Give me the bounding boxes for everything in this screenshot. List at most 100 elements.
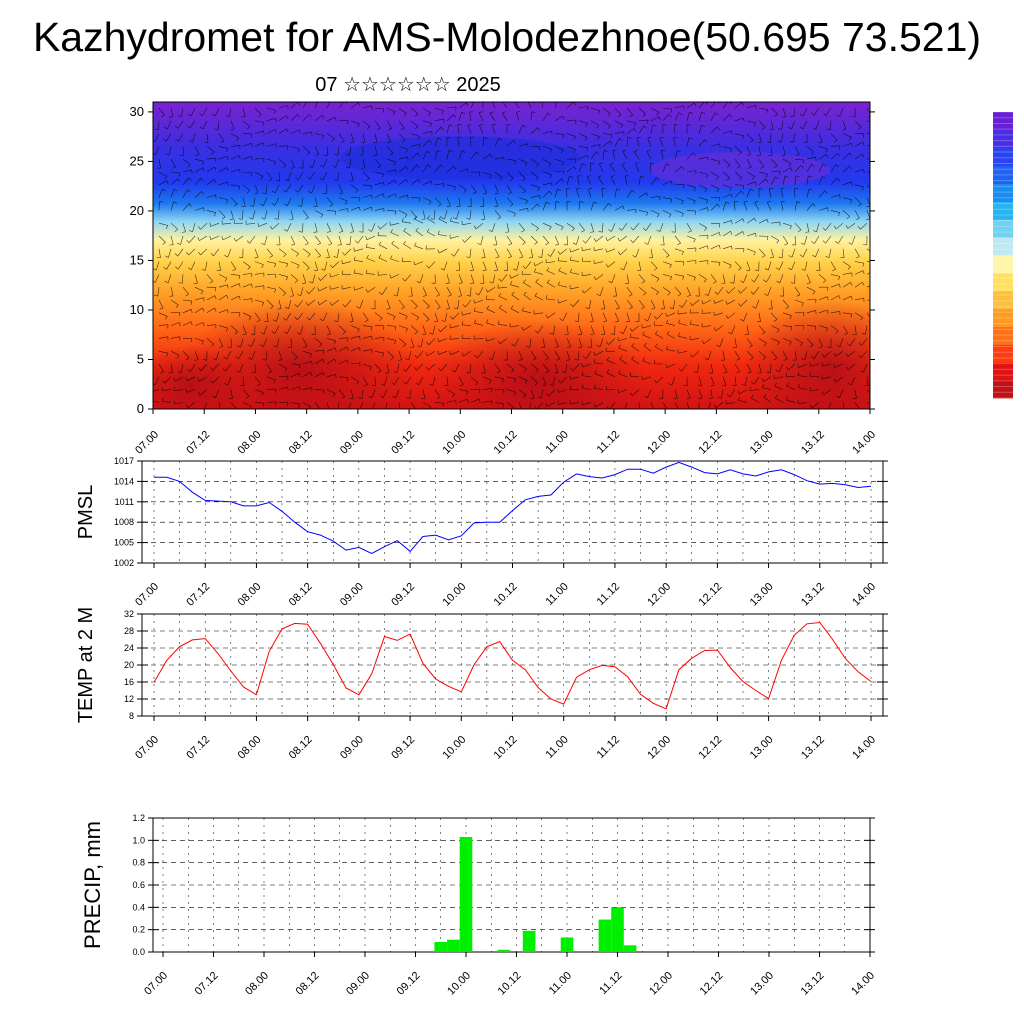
wind-barb-flag <box>534 382 538 386</box>
wind-barb <box>518 158 528 164</box>
wind-barb-flag <box>618 227 622 231</box>
wind-barb-flag <box>417 345 421 348</box>
wind-barb-flag <box>378 241 382 245</box>
wind-barb-flag <box>249 205 254 207</box>
wind-barb-flag <box>789 141 794 143</box>
wind-barb-flag <box>788 267 792 271</box>
x-tick-label: 07.00 <box>133 734 161 762</box>
wind-barb <box>798 375 808 378</box>
wind-barb <box>396 287 400 297</box>
wind-barb-flag <box>226 167 229 172</box>
wind-barb-flag <box>371 206 373 211</box>
wind-barb <box>398 146 408 150</box>
wind-barb <box>230 168 240 173</box>
wind-barb <box>218 274 228 279</box>
wind-barb-flag <box>391 240 395 244</box>
wind-barb-flag <box>450 316 453 320</box>
wind-barb-flag <box>214 295 217 300</box>
wind-barb-flag <box>365 243 368 248</box>
wind-barb-flag <box>863 244 867 246</box>
wind-barb <box>548 389 556 397</box>
wind-barb <box>188 235 196 243</box>
wind-barb-flag <box>178 172 181 177</box>
wind-barb <box>362 159 366 169</box>
wind-barb-flag <box>332 165 336 168</box>
wind-barb <box>494 210 501 218</box>
wind-barb <box>570 259 580 262</box>
wind-barb <box>181 107 184 117</box>
y-tick-label: 25 <box>130 153 144 168</box>
wind-barb <box>374 208 384 211</box>
wind-barb-flag <box>463 189 467 193</box>
wind-barb <box>240 338 244 348</box>
wind-barb <box>626 209 636 211</box>
wind-barb-flag <box>522 125 526 128</box>
colorbar-swatch <box>993 362 1013 381</box>
wind-barb <box>322 312 328 322</box>
wind-barb <box>635 163 640 173</box>
wind-barb <box>416 363 424 371</box>
wind-barb <box>486 308 496 314</box>
wind-barb <box>422 107 431 114</box>
wind-barb <box>492 102 496 109</box>
wind-barb <box>722 351 725 361</box>
wind-barb <box>542 235 549 244</box>
wind-barb-flag <box>562 134 565 139</box>
wind-barb <box>758 350 766 358</box>
wind-barb <box>710 244 720 250</box>
wind-barb-flag <box>447 294 452 297</box>
wind-barb-flag <box>425 352 428 356</box>
wind-barb <box>602 140 611 147</box>
wind-barb <box>813 351 820 359</box>
wind-barb-flag <box>392 316 396 320</box>
wind-barb-flag <box>801 358 806 361</box>
colorbar-swatch <box>993 380 1013 399</box>
wind-barb <box>482 388 492 390</box>
wind-barb <box>542 201 547 211</box>
wind-barb <box>854 325 857 335</box>
wind-barb <box>794 175 797 185</box>
wind-barb-flag <box>236 137 240 142</box>
wind-barb-flag <box>686 411 690 412</box>
wind-barb-flag <box>545 402 548 407</box>
wind-barb-flag <box>173 201 178 204</box>
wind-barb <box>598 176 604 185</box>
wind-barb-flag <box>406 397 410 399</box>
x-tick-label: 10.12 <box>492 581 520 609</box>
wind-barb-flag <box>284 203 288 207</box>
wind-barb <box>647 235 652 245</box>
wind-barb <box>582 274 592 277</box>
wind-barb-flag <box>835 164 839 168</box>
wind-barb-flag <box>701 124 706 127</box>
wind-barb-flag <box>513 213 516 217</box>
wind-barb <box>835 376 844 383</box>
wind-barb-flag <box>743 118 745 122</box>
wind-barb <box>422 325 427 335</box>
wind-barb-flag <box>644 242 649 245</box>
wind-barb <box>810 389 820 392</box>
wind-barb <box>314 402 321 409</box>
wind-barb <box>426 231 436 237</box>
wind-barb <box>434 402 444 404</box>
wind-barb <box>674 248 684 252</box>
wind-barb-flag <box>608 229 612 232</box>
wind-barb-flag <box>572 242 577 245</box>
wind-barb-flag <box>509 204 514 207</box>
wind-barb-flag <box>449 217 452 222</box>
wind-barb-flag <box>594 370 597 374</box>
wind-barb <box>710 143 720 147</box>
wind-barb-flag <box>811 241 815 244</box>
wind-barb-flag <box>371 194 373 199</box>
wind-barb-flag <box>210 343 215 347</box>
wind-barb <box>242 389 250 397</box>
wind-barb <box>686 112 690 121</box>
wind-barb <box>558 402 568 405</box>
wind-barb <box>434 183 444 186</box>
wind-barb <box>530 171 539 178</box>
wind-barb <box>722 184 732 189</box>
wind-barb-flag <box>569 385 571 390</box>
wind-barb-flag <box>761 255 766 258</box>
wind-barb-flag <box>606 341 609 345</box>
wind-barb-flag <box>666 330 670 335</box>
x-tick-label: 11.00 <box>547 970 574 997</box>
